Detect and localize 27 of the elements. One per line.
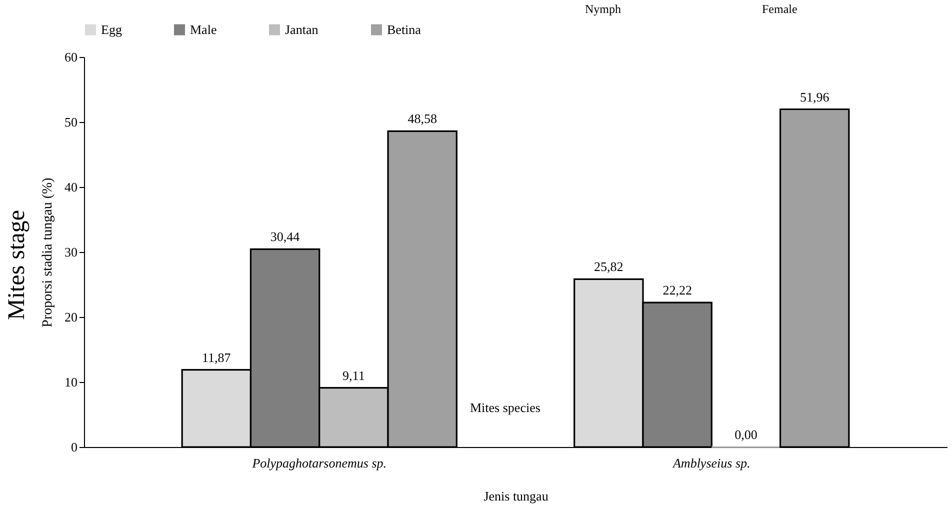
legend-label: Betina xyxy=(387,22,422,37)
data-label: 11,87 xyxy=(202,350,232,365)
data-label: 30,44 xyxy=(270,229,300,244)
legend-label: Egg xyxy=(101,22,122,37)
legend-label: Male xyxy=(190,22,217,37)
data-label: 51,96 xyxy=(800,89,830,104)
y-axis-title: Proporsi stadia tungau (%) xyxy=(40,177,56,328)
annotation: Mites species xyxy=(470,400,540,416)
y-tick-label: 20 xyxy=(64,310,78,324)
text: Mites stage xyxy=(4,210,31,320)
data-label: 25,82 xyxy=(594,259,624,274)
y-tick-label: 30 xyxy=(64,244,78,260)
x-tick-label: Amblyseius sp. xyxy=(672,456,750,470)
data-label: 0,00 xyxy=(734,427,758,442)
data-label: 22,22 xyxy=(662,282,692,298)
legend-label: Jantan xyxy=(285,22,319,37)
x-axis-title: Jenis tungau xyxy=(484,488,549,504)
y-tick-label: 60 xyxy=(64,50,78,64)
data-label: 48,58 xyxy=(408,111,437,126)
x-tick-label: Polypaghotarsonemus sp. xyxy=(251,456,387,470)
y-tick-label: 0 xyxy=(71,440,78,454)
text: Female xyxy=(762,2,798,17)
text: Nymph xyxy=(585,2,621,17)
data-label: 9,11 xyxy=(342,368,365,383)
y-tick-label: 40 xyxy=(64,180,78,194)
y-tick-label: 50 xyxy=(64,114,78,130)
y-tick-label: 10 xyxy=(64,374,78,390)
